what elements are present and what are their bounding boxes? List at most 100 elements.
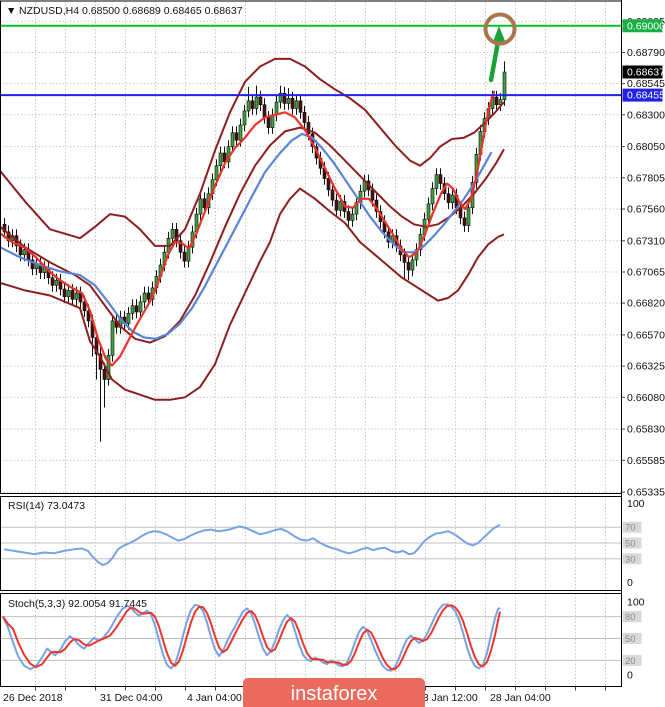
price-axis-label: 0.68050 (627, 141, 665, 153)
up-arrow-annotation[interactable] (488, 39, 501, 83)
bear-candle (290, 98, 295, 109)
price-axis-label: 0.67065 (627, 267, 665, 279)
price-axis-label: 0.65830 (627, 424, 665, 436)
watermark-background (243, 678, 425, 707)
bull-candle (338, 201, 343, 211)
slow-ma-line (0, 132, 493, 340)
price-axis-label: 0.65335 (627, 487, 665, 499)
price-badge-label: 0.68637 (627, 67, 665, 79)
bull-candle (230, 132, 235, 147)
bear-candle (62, 288, 67, 298)
bull-candle (246, 100, 251, 112)
indicator-axis-label: 0 (627, 670, 633, 682)
annotations[interactable] (483, 12, 517, 83)
price-axis-label: 0.67560 (627, 204, 665, 216)
bear-candle (298, 100, 303, 113)
bull-candle (54, 279, 59, 286)
rsi-line (3, 523, 501, 567)
bull-candle (410, 259, 415, 271)
bull-candle (350, 213, 355, 221)
indicator-axis-label: 100 (627, 597, 645, 609)
bear-candle (146, 292, 151, 300)
bear-candle (250, 100, 255, 109)
bear-candle (266, 117, 271, 128)
bull-candle (466, 207, 471, 226)
bear-candle (222, 152, 227, 163)
stoch-d-line (2, 604, 501, 671)
pane-borders (0, 0, 622, 687)
bear-candle (406, 262, 411, 271)
bear-candle (258, 96, 263, 105)
bear-candle (370, 189, 375, 201)
bear-candle (178, 240, 183, 253)
level-label-chip (622, 521, 642, 533)
bear-candle (262, 104, 267, 118)
bear-candle (330, 189, 335, 201)
price-axis-label: 0.65585 (627, 455, 665, 467)
bear-candle (70, 290, 75, 300)
bear-candle (402, 254, 407, 263)
price-axis-label: 0.68300 (627, 109, 665, 121)
price-axis-label: 0.66570 (627, 329, 665, 341)
chart-title: NZDUSD,H4 0.68500 0.68689 0.68465 0.6863… (19, 5, 243, 17)
bear-candle (334, 199, 339, 211)
bull-candle (274, 101, 279, 116)
bull-candle (170, 229, 175, 239)
bull-candle (450, 194, 455, 203)
bear-candle (494, 96, 499, 105)
price-axis-label: 0.66325 (627, 361, 665, 373)
time-axis-label: 28 Jan 04:00 (490, 692, 551, 704)
rsi-pane: 70 50 30 100 0 (0, 496, 645, 591)
bull-candle (138, 301, 143, 313)
bull-candle (278, 92, 283, 103)
bollinger-middle-band (0, 126, 505, 344)
bull-candle (106, 354, 111, 380)
bear-candle (174, 229, 179, 242)
price-badge (622, 88, 663, 102)
bull-candle (286, 98, 291, 104)
price-axis-label: 0.67805 (627, 172, 665, 184)
bull-candle (74, 292, 79, 300)
bear-candle (134, 305, 139, 313)
horizontal-line-objects[interactable] (0, 24, 621, 97)
time-axis-label: 4 Jan 04:00 (187, 692, 242, 704)
bull-candle (502, 71, 507, 100)
bollinger-upper-band (0, 57, 505, 247)
level-label-chip (622, 553, 642, 565)
bull-candle (142, 292, 147, 303)
target-circle-annotation[interactable] (483, 12, 517, 46)
bear-candle (462, 217, 467, 226)
bear-candle (102, 368, 107, 380)
bull-candle (198, 198, 203, 215)
up-arrow-head[interactable] (492, 26, 506, 43)
bull-candle (434, 174, 439, 189)
watermark-text: instaforex (291, 683, 378, 705)
bull-candle (430, 188, 435, 205)
bear-candle (182, 251, 187, 262)
bear-candle (50, 277, 55, 286)
time-axis-label: 31 Dec 04:00 (100, 692, 163, 704)
bull-candle (254, 96, 259, 109)
time-axis-label: 23 Jan 12:00 (417, 692, 478, 704)
bull-candle (294, 100, 299, 109)
bear-candle (306, 122, 311, 135)
price-axis-label: 0.66080 (627, 392, 665, 404)
price-axis-label: 0.68790 (627, 47, 665, 59)
bull-candle (130, 305, 135, 314)
indicator-axis-label: 0 (627, 577, 633, 589)
indicator-axis-label: 100 (627, 498, 645, 510)
symbol-dropdown-icon[interactable]: ▼ (6, 5, 16, 17)
bull-candle (126, 312, 131, 324)
level-label-chip (622, 633, 642, 644)
rsi-title: RSI(14) 73.0473 (8, 500, 85, 512)
bear-candle (30, 259, 35, 270)
bear-candle (438, 174, 443, 184)
bull-candle (242, 110, 247, 126)
bull-candle (22, 249, 27, 256)
grid-lines (0, 1, 621, 687)
bull-candle (238, 124, 243, 141)
bull-candle (214, 165, 219, 180)
price-axis-label: 0.66820 (627, 298, 665, 310)
level-label: 50 (625, 634, 636, 645)
